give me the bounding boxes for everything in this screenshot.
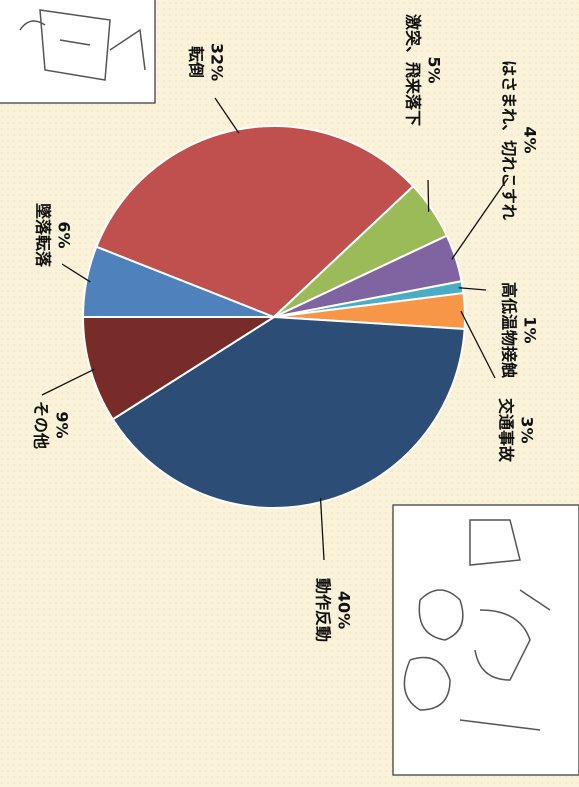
leader-line <box>214 97 240 134</box>
illustration-top <box>0 0 156 104</box>
value-label: 32% <box>208 43 227 81</box>
leader-line <box>460 310 496 379</box>
category-label: 交通事故 <box>497 398 516 463</box>
pie-slice <box>95 125 415 319</box>
slice-label: 動作反動 40% <box>314 578 354 642</box>
value-label: 3% <box>518 416 537 443</box>
value-label: 6% <box>55 221 74 248</box>
leader-line <box>451 177 509 260</box>
value-label: 9% <box>53 411 72 438</box>
leader-line <box>41 368 95 396</box>
category-label: はさまれ、切れこすれ <box>500 60 519 220</box>
value-label: 1% <box>521 316 540 343</box>
slice-label: 転倒 32% <box>187 43 227 81</box>
category-label: 激突、飛来落下 <box>404 14 423 126</box>
leader-line <box>427 179 430 212</box>
slice-label: 激突、飛来落下 5% <box>404 14 444 126</box>
leader-line <box>61 263 91 283</box>
category-label: 墜落転落 <box>34 203 53 268</box>
value-label: 40% <box>335 591 354 629</box>
category-label: その他 <box>32 401 51 449</box>
category-label: 動作反動 <box>314 578 333 642</box>
pie-slice <box>111 315 466 509</box>
illustration-bottom <box>392 504 579 776</box>
pie-slice <box>81 316 278 421</box>
value-label: 4% <box>521 126 540 153</box>
leader-line <box>319 498 325 561</box>
slice-label: 交通事故 3% <box>497 398 537 463</box>
slice-label: 墜落転落 6% <box>34 203 74 268</box>
slice-label: はさまれ、切れこすれ 4% <box>500 60 540 220</box>
leader-line <box>458 287 487 291</box>
slice-label: その他 9% <box>32 401 72 449</box>
category-label: 転倒 <box>187 46 206 78</box>
category-label: 高低温物接触 <box>500 282 519 378</box>
value-label: 5% <box>425 56 444 83</box>
slice-label: 高低温物接触 1% <box>500 282 540 378</box>
